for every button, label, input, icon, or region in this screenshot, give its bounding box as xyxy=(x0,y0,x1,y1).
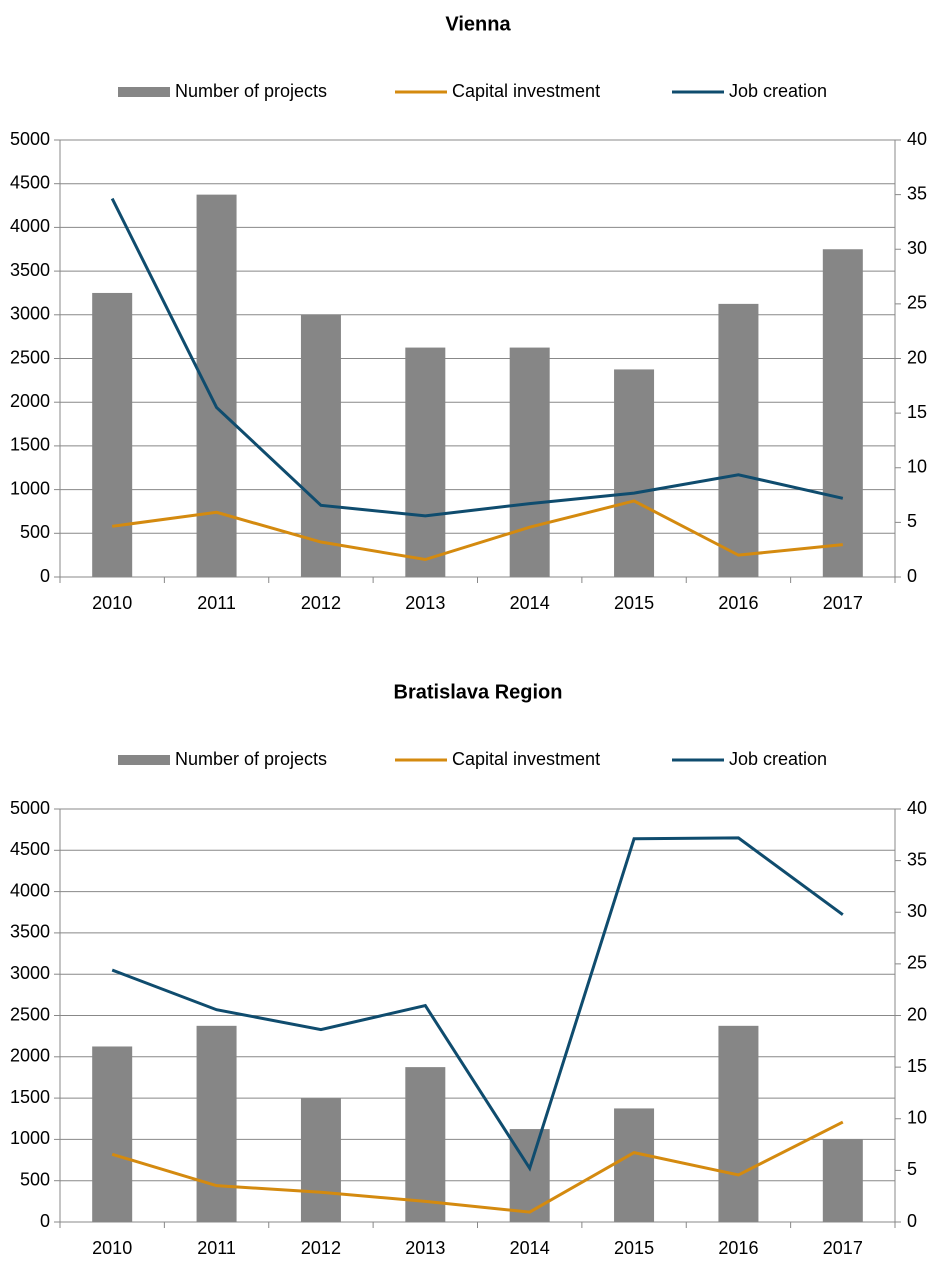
y2-tick-label: 10 xyxy=(907,1108,927,1128)
y2-tick-label: 10 xyxy=(907,457,927,477)
y-tick-label: 5000 xyxy=(10,129,50,149)
y2-tick-label: 35 xyxy=(907,183,927,203)
x-tick-label: 2011 xyxy=(197,593,236,613)
x-tick-label: 2013 xyxy=(405,593,445,613)
line-series xyxy=(111,836,844,1172)
y-tick-label: 1500 xyxy=(10,1087,50,1107)
y-tick-label: 3500 xyxy=(10,922,50,942)
y2-tick-label: 40 xyxy=(907,798,927,818)
x-tick-label: 2017 xyxy=(823,1238,863,1258)
y-tick-label: 0 xyxy=(40,1211,50,1231)
legend-label: Job creation xyxy=(729,81,827,101)
bar xyxy=(196,1025,237,1222)
y2-tick-label: 30 xyxy=(907,238,927,258)
legend-swatch xyxy=(118,755,170,765)
y-tick-label: 3500 xyxy=(10,260,50,280)
y2-tick-label: 25 xyxy=(907,953,927,973)
x-tick-label: 2013 xyxy=(405,1238,445,1258)
y2-tick-label: 5 xyxy=(907,1159,917,1179)
y2-tick-label: 35 xyxy=(907,849,927,869)
y-tick-label: 500 xyxy=(20,1169,50,1189)
y2-tick-label: 25 xyxy=(907,293,927,313)
legend-label: Job creation xyxy=(729,749,827,769)
bar xyxy=(822,1139,863,1222)
y2-tick-label: 0 xyxy=(907,1211,917,1231)
legend-swatch xyxy=(118,87,170,97)
y-tick-label: 5000 xyxy=(10,798,50,818)
x-tick-label: 2016 xyxy=(718,1238,758,1258)
y-tick-label: 1000 xyxy=(10,478,50,498)
bar xyxy=(822,249,863,577)
x-tick-label: 2010 xyxy=(92,593,132,613)
bar xyxy=(196,194,237,577)
y2-tick-label: 40 xyxy=(907,129,927,149)
y2-tick-label: 20 xyxy=(907,1004,927,1024)
y-tick-label: 0 xyxy=(40,566,50,586)
y-tick-label: 4000 xyxy=(10,880,50,900)
legend-label: Capital investment xyxy=(452,749,600,769)
line-series xyxy=(110,197,844,518)
bar xyxy=(405,347,446,577)
y2-tick-label: 0 xyxy=(907,566,917,586)
bar xyxy=(614,369,655,577)
line-series xyxy=(111,499,843,562)
y2-tick-label: 20 xyxy=(907,347,927,367)
legend-label: Number of projects xyxy=(175,749,327,769)
legend-label: Capital investment xyxy=(452,81,600,101)
y-tick-label: 2000 xyxy=(10,391,50,411)
y-tick-label: 1500 xyxy=(10,435,50,455)
y2-tick-label: 15 xyxy=(907,402,927,422)
y-tick-label: 3000 xyxy=(10,304,50,324)
y-tick-label: 2000 xyxy=(10,1046,50,1066)
y-tick-label: 2500 xyxy=(10,347,50,367)
chart-title: Vienna xyxy=(445,13,511,35)
x-tick-label: 2016 xyxy=(718,593,758,613)
bar xyxy=(718,1025,759,1222)
y-tick-label: 3000 xyxy=(10,963,50,983)
x-tick-label: 2015 xyxy=(614,593,654,613)
bar xyxy=(614,1108,655,1222)
y-tick-label: 2500 xyxy=(10,1004,50,1024)
y-tick-label: 4500 xyxy=(10,172,50,192)
y2-tick-label: 5 xyxy=(907,511,917,531)
bar xyxy=(300,314,341,577)
x-tick-label: 2014 xyxy=(510,593,550,613)
y-tick-label: 1000 xyxy=(10,1128,50,1148)
x-tick-label: 2015 xyxy=(614,1238,654,1258)
bar xyxy=(509,347,550,577)
bar xyxy=(405,1067,446,1222)
x-tick-label: 2017 xyxy=(823,593,863,613)
legend-label: Number of projects xyxy=(175,81,327,101)
y-tick-label: 4500 xyxy=(10,839,50,859)
y-tick-label: 500 xyxy=(20,522,50,542)
bar xyxy=(92,292,133,577)
bar xyxy=(300,1098,341,1222)
bar xyxy=(718,303,759,577)
y-tick-label: 4000 xyxy=(10,216,50,236)
bar xyxy=(92,1046,133,1222)
x-tick-label: 2014 xyxy=(510,1238,550,1258)
x-tick-label: 2011 xyxy=(197,1238,236,1258)
x-tick-label: 2012 xyxy=(301,1238,341,1258)
chart-title: Bratislava Region xyxy=(394,681,563,703)
x-tick-label: 2010 xyxy=(92,1238,132,1258)
y2-tick-label: 30 xyxy=(907,901,927,921)
line-series xyxy=(111,1120,844,1214)
x-tick-label: 2012 xyxy=(301,593,341,613)
bar xyxy=(509,1129,550,1222)
y2-tick-label: 15 xyxy=(907,1056,927,1076)
